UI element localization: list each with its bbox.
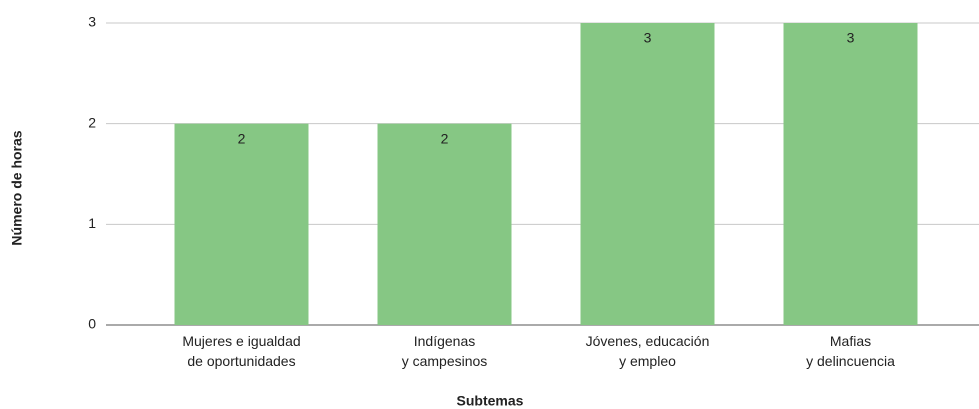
x-tick-label: Mafias y delincuencia <box>806 333 895 369</box>
x-axis-label: Subtemas <box>457 393 524 409</box>
y-tick-label: 2 <box>88 114 96 130</box>
bar <box>377 123 512 326</box>
x-tick-label: Indígenas y campesinos <box>401 333 488 369</box>
x-tick-label: Jóvenes, educación y empleo <box>585 333 710 369</box>
value-label: 3 <box>644 30 652 46</box>
bar <box>783 23 918 325</box>
bar <box>580 23 715 325</box>
y-tick-label: 1 <box>88 215 96 231</box>
bar <box>174 123 309 326</box>
value-label: 3 <box>847 30 855 46</box>
y-tick-label: 0 <box>88 316 96 332</box>
value-label: 2 <box>441 130 449 146</box>
value-label: 2 <box>238 130 246 146</box>
x-tick-label: Mujeres e igualdad de oportunidades <box>182 333 301 369</box>
y-tick-label: 3 <box>88 14 96 30</box>
y-axis-label: Número de horas <box>9 130 25 245</box>
